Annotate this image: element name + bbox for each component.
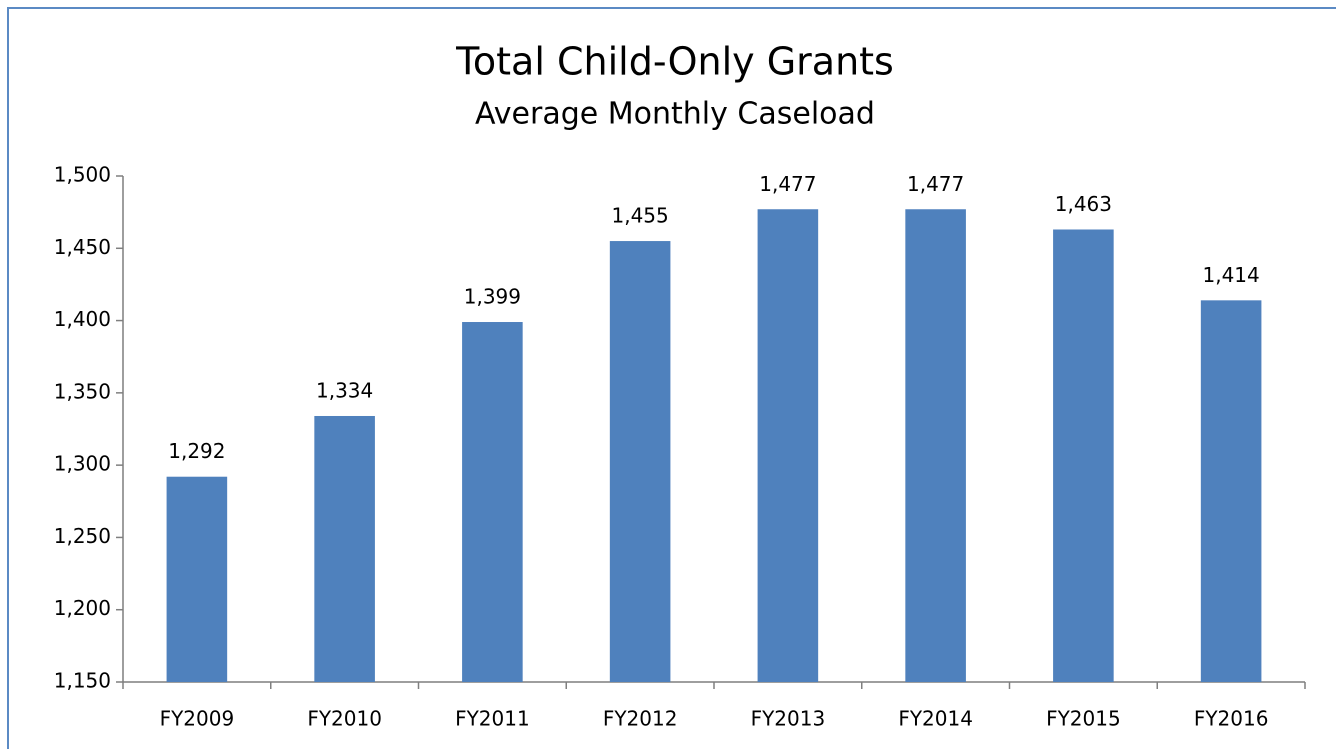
bar [1053, 229, 1114, 682]
y-tick-label: 1,300 [54, 452, 111, 476]
y-tick-label: 1,450 [54, 235, 111, 259]
bar [166, 476, 228, 682]
bar [462, 322, 523, 682]
x-tick-label: FY2011 [455, 707, 530, 731]
y-tick-label: 1,500 [54, 163, 111, 187]
data-label: 1,455 [611, 204, 668, 228]
bar [609, 241, 671, 683]
data-label: 1,463 [1055, 192, 1112, 216]
data-label: 1,477 [759, 172, 816, 196]
y-tick-label: 1,400 [54, 307, 111, 331]
data-label: 1,292 [168, 439, 225, 463]
x-tick-label: FY2010 [307, 707, 382, 731]
y-tick-label: 1,200 [54, 596, 111, 620]
x-tick-label: FY2009 [160, 707, 235, 731]
data-label: 1,334 [316, 378, 373, 402]
x-tick-label: FY2016 [1194, 707, 1269, 731]
bar [905, 209, 966, 682]
data-label: 1,477 [907, 172, 964, 196]
data-label: 1,399 [464, 285, 521, 309]
x-tick-label: FY2014 [898, 707, 973, 731]
y-tick-label: 1,350 [54, 379, 111, 403]
y-tick-label: 1,150 [54, 669, 111, 693]
x-tick-label: FY2015 [1046, 707, 1121, 731]
bar [757, 209, 819, 682]
bar [314, 415, 375, 682]
y-tick-label: 1,250 [54, 524, 111, 548]
x-tick-label: FY2013 [751, 707, 826, 731]
frame [7, 7, 1336, 749]
chart-title: Total Child-Only Grants [455, 40, 894, 84]
chart-subtitle: Average Monthly Caseload [475, 97, 875, 132]
data-label: 1,414 [1202, 263, 1259, 287]
x-tick-label: FY2012 [603, 707, 678, 731]
bar [1200, 300, 1262, 682]
